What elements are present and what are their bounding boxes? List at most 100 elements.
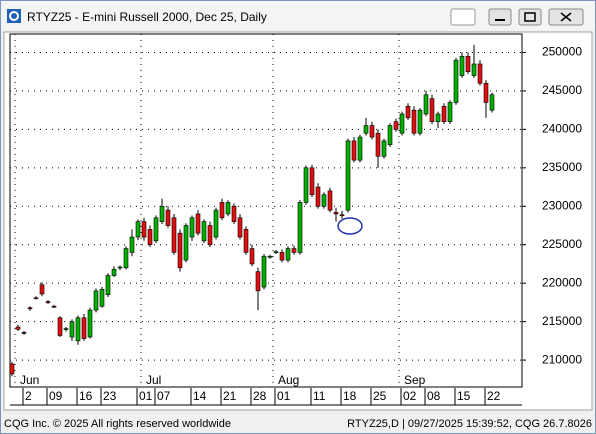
candle-body xyxy=(141,221,147,238)
x-tick-label: 07 xyxy=(157,389,171,403)
candle-body xyxy=(399,113,405,134)
x-tick-label: 2 xyxy=(25,389,32,403)
link-button[interactable] xyxy=(450,8,476,26)
candle-body xyxy=(231,205,237,222)
candle-body xyxy=(201,221,207,242)
candle-body xyxy=(51,305,57,308)
status-left: CQG Inc. © 2025 All rights reserved worl… xyxy=(4,418,231,430)
plot-area xyxy=(9,33,523,388)
x-tick-label: 09 xyxy=(49,389,63,403)
app-icon-glyph xyxy=(9,11,19,21)
candle-body xyxy=(465,56,471,72)
candle-body xyxy=(381,140,387,157)
candle-body xyxy=(171,217,177,253)
candle-body xyxy=(441,105,447,122)
candle-body xyxy=(303,167,309,203)
candle-body xyxy=(273,251,279,253)
candle-body xyxy=(69,321,75,338)
y-tick-label: 230000 xyxy=(542,198,582,212)
candle-body xyxy=(261,255,267,288)
y-tick-label: 235000 xyxy=(542,160,582,174)
candle-body xyxy=(219,202,225,219)
x-tick-label: 14 xyxy=(193,389,207,403)
candle-body xyxy=(183,225,189,261)
candle-body xyxy=(363,125,369,134)
x-tick-label: 08 xyxy=(427,389,441,403)
candle-body xyxy=(111,269,117,276)
candle-body xyxy=(135,221,141,238)
candle-body xyxy=(213,209,219,238)
month-label: Sep xyxy=(404,373,426,387)
candle-body xyxy=(81,317,87,339)
month-label: Jul xyxy=(146,373,161,387)
candle-body xyxy=(345,140,351,211)
candle-body xyxy=(315,186,321,207)
candle-body xyxy=(423,94,429,115)
candle-body xyxy=(285,248,291,261)
candle-body xyxy=(105,275,111,296)
candle-body xyxy=(237,217,243,238)
candle-body xyxy=(15,326,21,330)
candle-body xyxy=(489,94,495,111)
candle-body xyxy=(225,202,231,215)
candle-body xyxy=(435,113,441,122)
candle-body xyxy=(411,109,417,134)
x-tick-label: 01 xyxy=(277,389,291,403)
candle-body xyxy=(327,190,333,211)
highlight-circle xyxy=(337,217,363,235)
candle-body xyxy=(189,217,195,238)
x-tick-label: 21 xyxy=(223,389,237,403)
window-title: RTYZ25 - E-mini Russell 2000, Dec 25, Da… xyxy=(27,10,267,24)
candle-body xyxy=(45,301,51,303)
candle-body xyxy=(9,363,15,375)
candle-body xyxy=(207,225,213,246)
x-tick-label: 01 xyxy=(139,389,153,403)
x-tick-label: 02 xyxy=(403,389,417,403)
month-label: Aug xyxy=(278,373,299,387)
candle-body xyxy=(93,290,99,311)
status-right: RTYZ25,D | 09/27/2025 15:39:52, CQG 26.7… xyxy=(347,418,592,430)
candle-body xyxy=(405,105,411,119)
candle-body xyxy=(351,140,357,161)
close-glyph xyxy=(560,12,572,22)
candle-body xyxy=(339,214,345,217)
x-tick-label: 25 xyxy=(373,389,387,403)
candle-body xyxy=(309,167,315,196)
x-tick-label: 15 xyxy=(457,389,471,403)
candle-body xyxy=(429,98,435,122)
x-tick-label: 23 xyxy=(103,389,117,403)
y-tick-label: 215000 xyxy=(542,314,582,328)
y-tick-label: 225000 xyxy=(542,237,582,251)
candle-body xyxy=(27,307,33,310)
x-tick-label: 11 xyxy=(313,389,326,403)
candle-body xyxy=(477,63,483,84)
candle-body xyxy=(393,121,399,130)
candle-body xyxy=(39,284,45,295)
maximize-glyph xyxy=(524,12,536,22)
candle-body xyxy=(387,125,393,146)
candle-body xyxy=(333,212,339,215)
candle-body xyxy=(243,229,249,253)
candle-body xyxy=(483,82,489,103)
candle-body xyxy=(75,317,81,342)
candle-body xyxy=(249,248,255,265)
candle-body xyxy=(459,56,465,76)
candle-body xyxy=(165,209,171,226)
candle-body xyxy=(471,63,477,76)
candle-body xyxy=(453,59,459,103)
y-tick-label: 220000 xyxy=(542,275,582,289)
x-tick-label: 28 xyxy=(253,389,267,403)
candle-body xyxy=(357,136,363,161)
candle-body xyxy=(417,109,423,134)
y-tick-label: 250000 xyxy=(542,45,582,59)
y-tick-label: 210000 xyxy=(542,352,582,366)
maximize-button[interactable] xyxy=(518,8,542,26)
y-tick-label: 245000 xyxy=(542,83,582,97)
x-tick-label: 16 xyxy=(79,389,93,403)
minimize-button[interactable] xyxy=(488,8,512,26)
candle-body xyxy=(117,266,123,269)
x-tick-label: 18 xyxy=(343,389,357,403)
month-label: Jun xyxy=(20,373,39,387)
candle-body xyxy=(63,328,69,330)
